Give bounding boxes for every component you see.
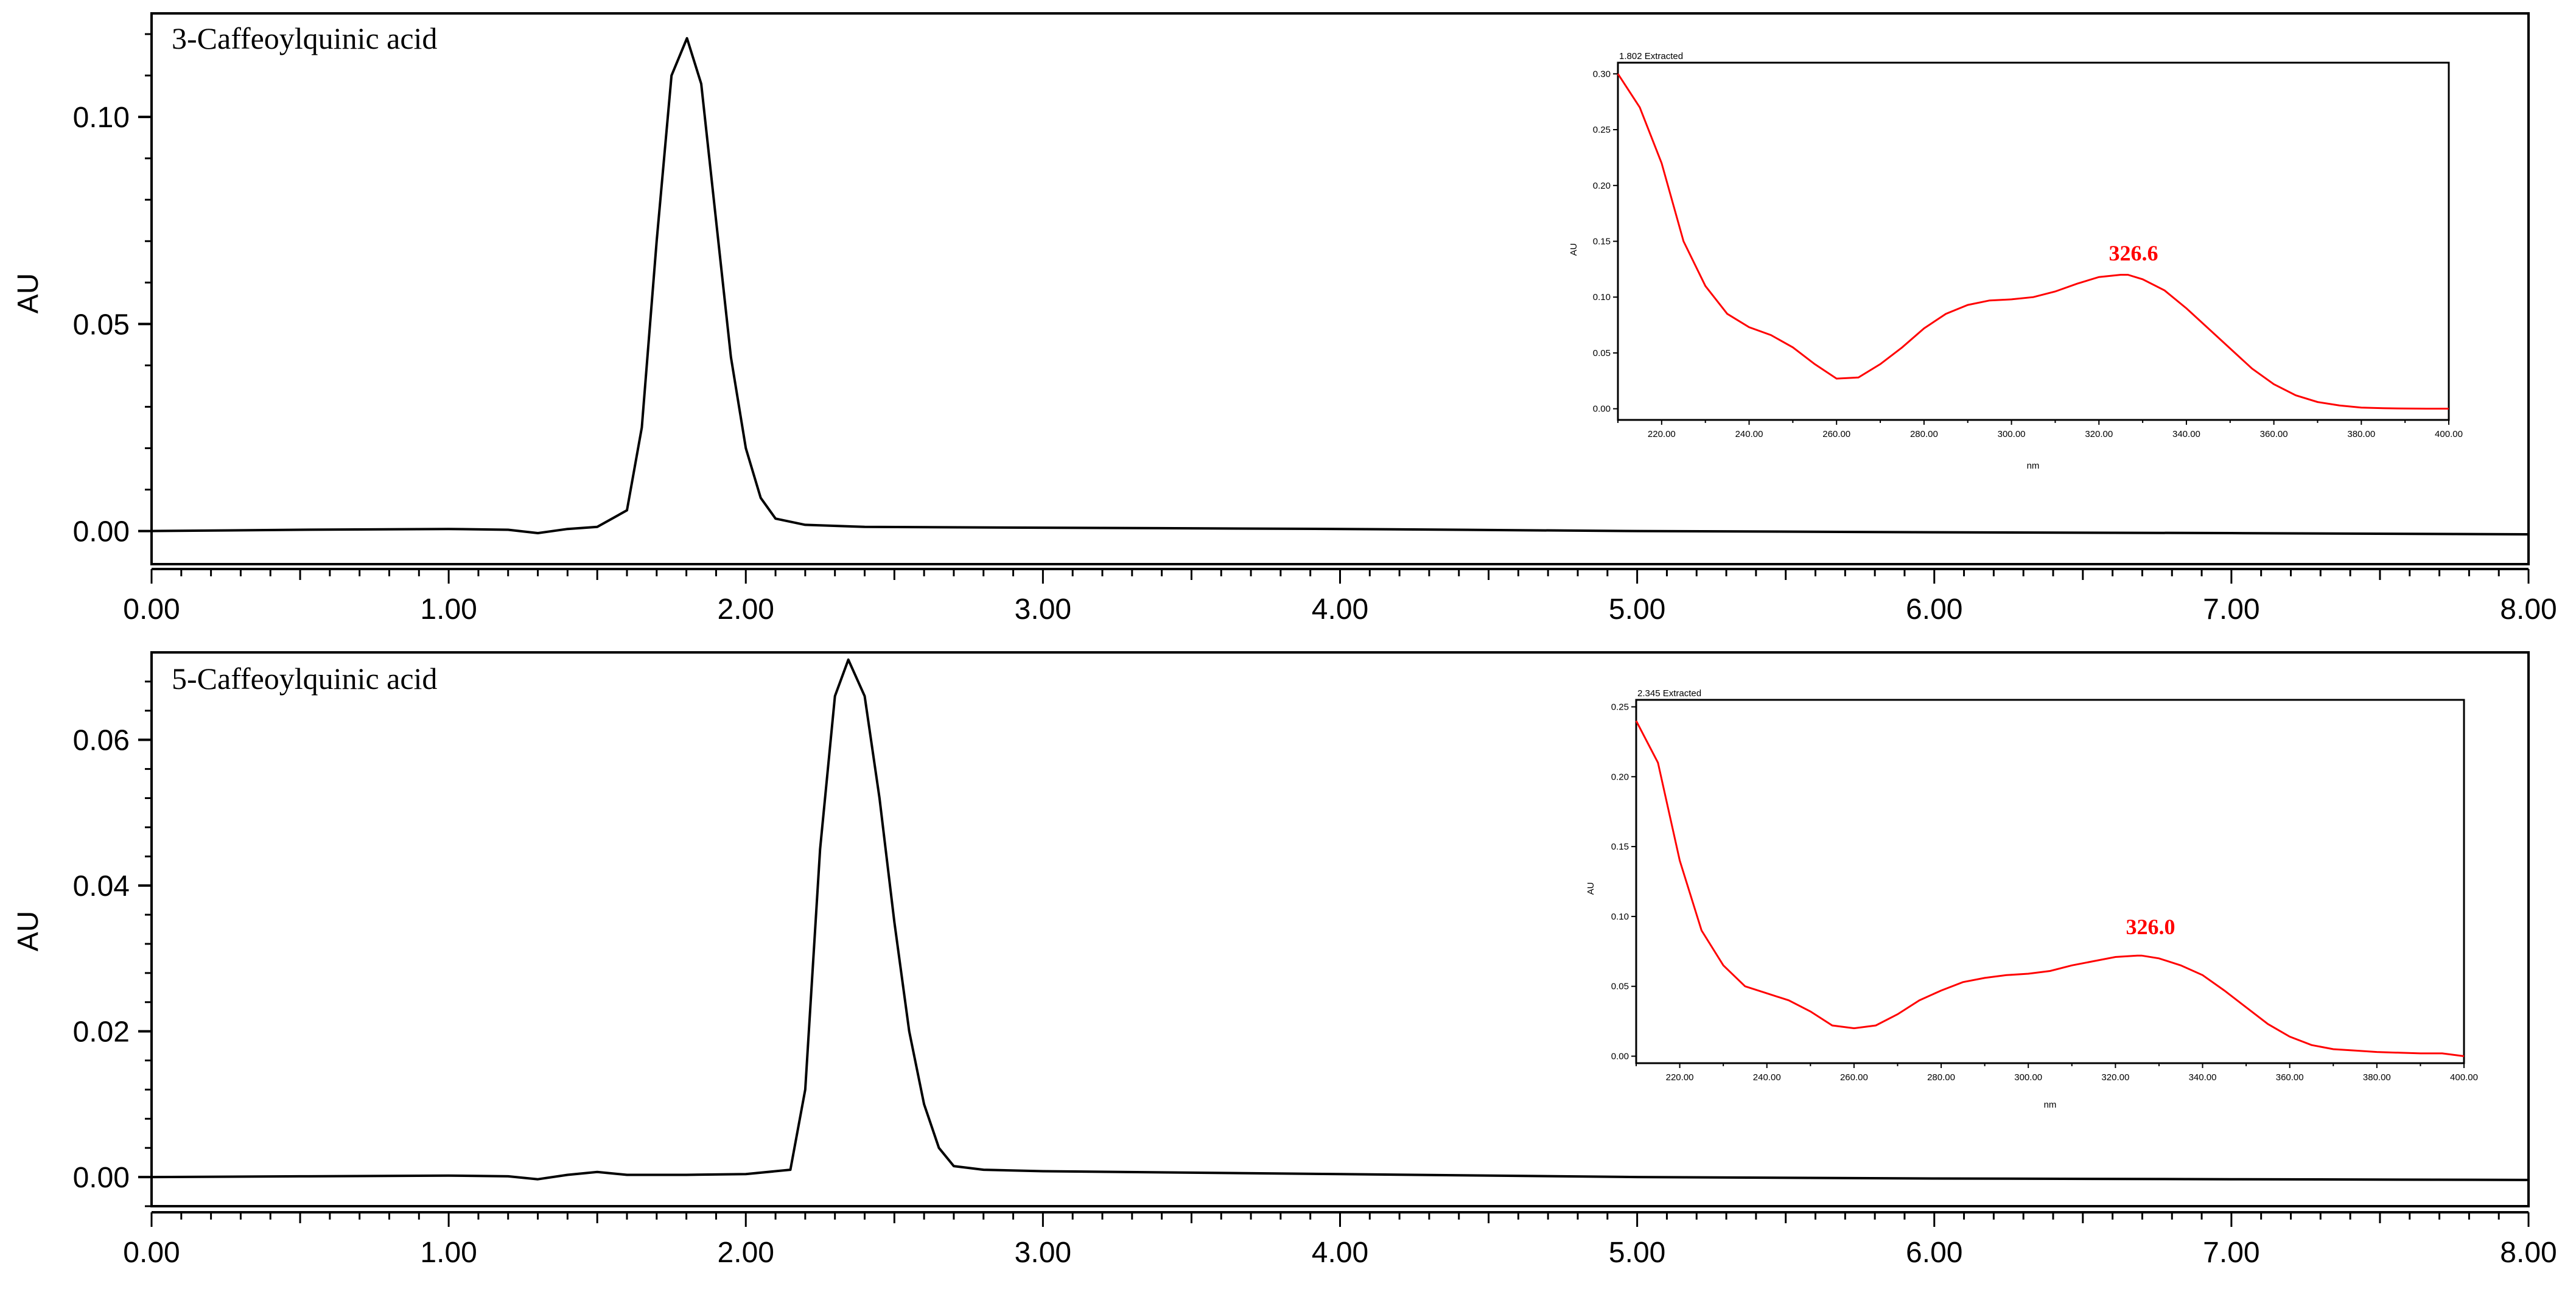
panel-1-x-tick-label: 3.00 (1015, 593, 1071, 626)
inset-1-x-tick-label: 360.00 (2260, 429, 2288, 439)
inset-2-x-tick-label: 220.00 (1666, 1072, 1694, 1083)
panel-2-x-tick-label: 2.00 (718, 1237, 774, 1269)
inset-2-spectrum (1635, 720, 2465, 1057)
inset-2-x-axis: 220.00 240.00 260.00 280.00 300.00 320.00 340.… (1636, 1063, 2478, 1083)
inset-1-x-tick-label: 260.00 (1822, 429, 1850, 439)
panel-2-x-tick-label: 4.00 (1312, 1237, 1368, 1269)
panel-1-x-axis: 0.00 1.00 2.00 3.00 4.00 5.00 6.00 7.00 8.00 (123, 568, 2557, 626)
panel-2-y-tick-label: 0.04 (73, 870, 130, 903)
panel-2-y-axis: 0.00 0.02 0.04 0.06 (73, 680, 152, 1207)
inset-1-x-tick-label: 400.00 (2435, 429, 2463, 439)
inset-1-x-tick-label: 320.00 (2085, 429, 2113, 439)
inset-2-x-tick-label: 240.00 (1753, 1072, 1781, 1083)
inset-1-y-tick-label: 0.20 (1593, 181, 1611, 191)
panel-2-x-tick-label: 6.00 (1906, 1237, 1962, 1269)
inset-1-x-axis: 220.00 240.00 260.00 280.00 300.00 320.00 340.… (1617, 420, 2463, 439)
panel-1-x-tick-label: 7.00 (2203, 593, 2259, 626)
inset-2-y-tick-label: 0.15 (1611, 842, 1629, 852)
inset-1-y-tick-label: 0.05 (1593, 348, 1611, 358)
panel-1-trace (151, 37, 2529, 536)
panel-1-inset: 1.802 Extracted AU nm 0.000.050.100.150.… (1569, 51, 2463, 471)
panel-1-x-tick-label: 1.00 (420, 593, 477, 626)
inset-2-y-tick-label: 0.05 (1611, 982, 1629, 992)
panel-1-x-tick-label: 4.00 (1312, 593, 1368, 626)
inset-1-y-tick-label: 0.25 (1593, 125, 1611, 135)
inset-1-y-axis: 0.00 0.05 0.10 0.15 0.20 0.25 0.30 (1593, 69, 1618, 414)
inset-2-x-tick-label: 360.00 (2276, 1072, 2304, 1083)
panel-1-x-tick-label: 8.00 (2500, 593, 2557, 626)
inset-1-spectrum (1617, 73, 2449, 410)
panel-1-x-tick-label: 0.00 (123, 593, 180, 626)
panel-2-x-tick-label: 8.00 (2500, 1237, 2557, 1269)
inset-2-x-tick-label: 280.00 (1927, 1072, 1955, 1083)
inset-1-y-tick-label: 0.00 (1593, 404, 1611, 414)
inset-2-x-tick-label: 400.00 (2450, 1072, 2478, 1083)
inset-1-y-tick-label: 0.10 (1593, 292, 1611, 302)
inset-1-y-tick-label: 0.30 (1593, 69, 1611, 79)
inset-2-x-tick-label: 300.00 (2014, 1072, 2042, 1083)
panel-2-y-label: AU (12, 911, 44, 952)
inset-2-y-tick-label: 0.25 (1611, 702, 1629, 712)
inset-1-x-tick-label: 240.00 (1735, 429, 1763, 439)
panel-1-x-tick-label: 2.00 (718, 593, 774, 626)
inset-2-y-axis: 0.00 0.05 0.10 0.15 0.20 0.25 (1611, 702, 1636, 1062)
panel-1-y-label: AU (12, 273, 44, 314)
inset-2-y-label: AU (1586, 882, 1596, 895)
inset-1-x-tick-label: 280.00 (1910, 429, 1938, 439)
panel-2-x-axis: 0.00 1.00 2.00 3.00 4.00 5.00 6.00 7.00 8.00 (123, 1211, 2557, 1269)
inset-1-x-tick-label: 220.00 (1648, 429, 1676, 439)
inset-1-y-tick-label: 0.15 (1593, 237, 1611, 247)
panel-2: 5-Caffeoylquinic acid AU 0.000.020.040.0… (12, 651, 2557, 1269)
panel-1-title: 3-Caffeoylquinic acid (172, 21, 437, 55)
panel-1-y-tick-label: 0.10 (73, 102, 130, 134)
panel-2-title: 5-Caffeoylquinic acid (172, 662, 437, 696)
inset-1-x-tick-label: 340.00 (2172, 429, 2200, 439)
panel-1-x-tick-label: 6.00 (1906, 593, 1962, 626)
panel-1-y-tick-label: 0.05 (73, 309, 130, 341)
inset-2-y-tick-label: 0.10 (1611, 912, 1629, 922)
inset-2-x-tick-label: 380.00 (2363, 1072, 2391, 1083)
panel-1-y-tick-label: 0.00 (73, 516, 130, 548)
panel-2-x-tick-label: 3.00 (1015, 1237, 1071, 1269)
panel-1-x-tick-label: 5.00 (1609, 593, 1665, 626)
inset-1-x-label: nm (2027, 461, 2040, 471)
inset-2-frame (1635, 699, 2465, 1064)
inset-2-header: 2.345 Extracted (1637, 688, 1701, 699)
inset-2-x-tick-label: 320.00 (2101, 1072, 2129, 1083)
panel-2-x-tick-label: 7.00 (2203, 1237, 2259, 1269)
panel-2-inset: 2.345 Extracted AU nm 0.000.050.100.150.… (1586, 688, 2478, 1110)
panel-2-y-tick-label: 0.02 (73, 1016, 130, 1049)
inset-2-y-tick-label: 0.20 (1611, 772, 1629, 782)
panel-2-frame (150, 651, 2530, 1207)
inset-1-x-tick-label: 300.00 (1998, 429, 2026, 439)
inset-2-x-tick-label: 260.00 (1840, 1072, 1868, 1083)
inset-2-x-label: nm (2044, 1100, 2057, 1110)
panel-2-x-tick-label: 0.00 (123, 1237, 180, 1269)
inset-1-x-tick-label: 380.00 (2347, 429, 2375, 439)
panel-2-y-tick-label: 0.06 (73, 725, 130, 757)
panel-2-y-tick-label: 0.00 (73, 1162, 130, 1194)
panel-2-x-tick-label: 1.00 (420, 1237, 477, 1269)
panel-2-x-tick-label: 5.00 (1609, 1237, 1665, 1269)
inset-1-frame (1617, 61, 2450, 421)
panel-1: 3-Caffeoylquinic acid AU 0.00 0.05 0.10 0.… (12, 12, 2557, 626)
inset-2-y-tick-label: 0.00 (1611, 1052, 1629, 1062)
inset-2-peak-label: 326.0 (2126, 915, 2175, 939)
panel-2-trace (151, 658, 2529, 1181)
panel-1-y-axis: 0.00 0.05 0.10 (73, 33, 152, 548)
inset-1-peak-label: 326.6 (2109, 241, 2158, 265)
panel-1-frame (150, 12, 2530, 565)
inset-1-y-label: AU (1569, 243, 1579, 256)
inset-2-x-tick-label: 340.00 (2189, 1072, 2217, 1083)
inset-1-header: 1.802 Extracted (1619, 51, 1683, 61)
